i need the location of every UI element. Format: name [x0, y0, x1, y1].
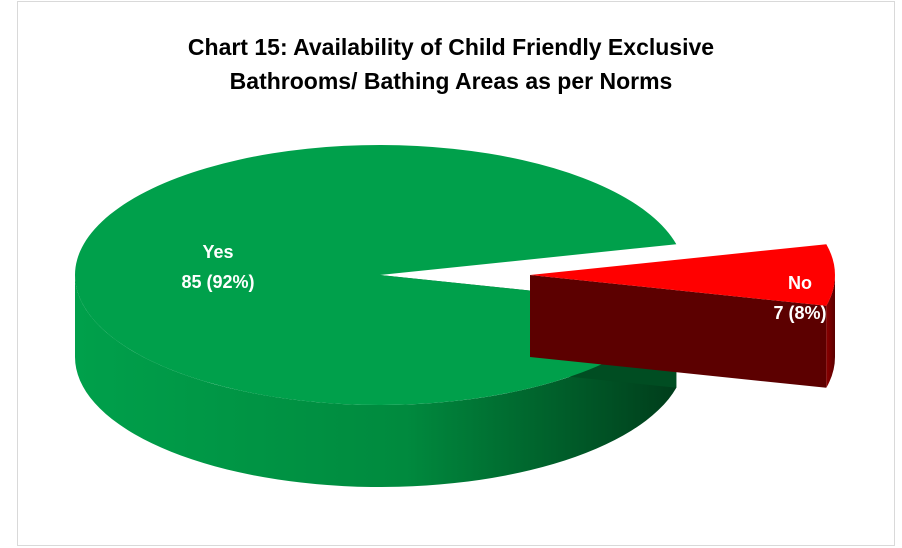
pie-slice-no [530, 244, 836, 388]
slice-value-yes: 85 (92%) [181, 272, 254, 292]
slice-label-yes: Yes [202, 242, 233, 262]
slice-label-no: No [788, 273, 812, 293]
pie-top-yes [75, 145, 677, 406]
pie-side-no [826, 275, 835, 388]
pie-side-yes [75, 275, 677, 488]
pie-top-no [530, 244, 836, 306]
chart-title: Chart 15: Availability of Child Friendly… [0, 30, 902, 98]
chart-title-line-1: Chart 15: Availability of Child Friendly… [187, 34, 715, 60]
slice-value-no: 7 (8%) [773, 303, 826, 323]
pie-cut-face-no [530, 275, 827, 388]
chart-title-line-2: Bathrooms/ Bathing Areas as per Norms [229, 68, 673, 94]
